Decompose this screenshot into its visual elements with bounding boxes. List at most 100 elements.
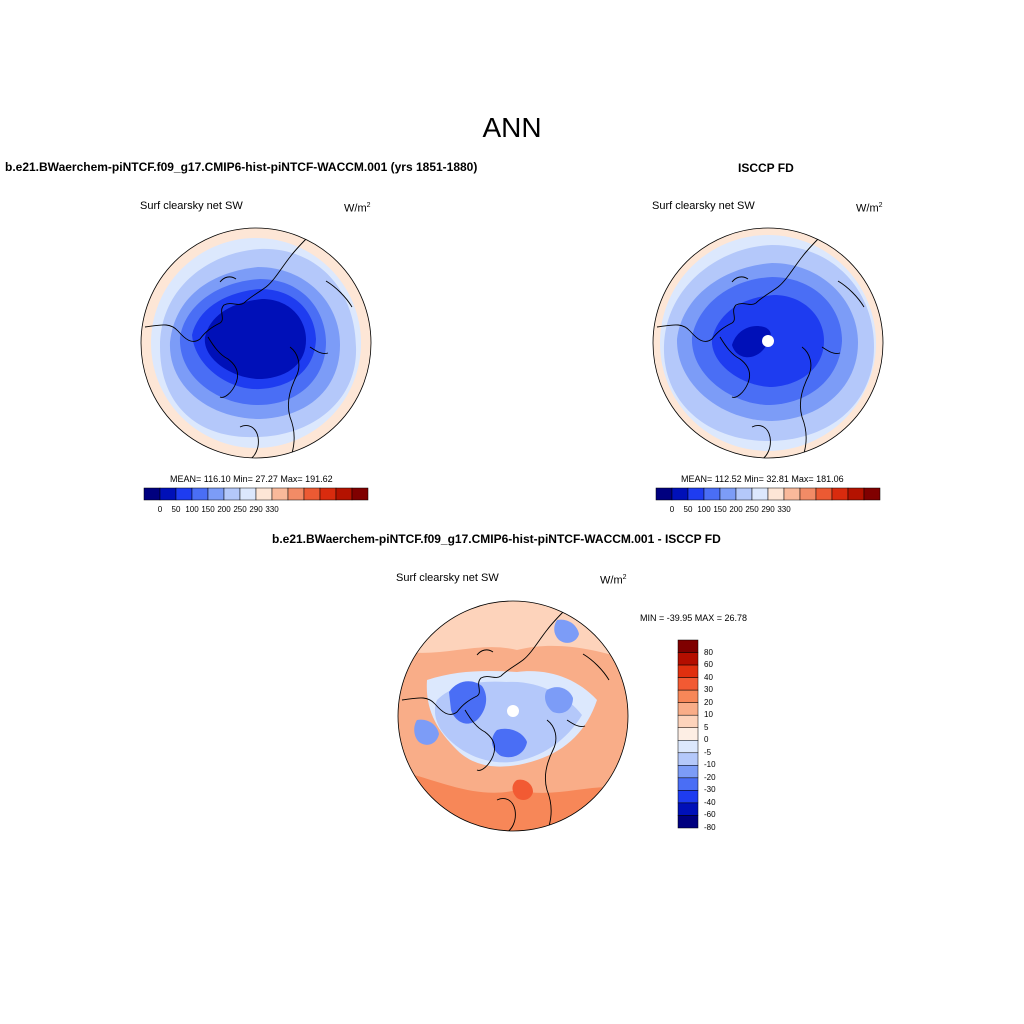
colorbar-tick-label: -20 [704, 772, 716, 782]
colorbar-swatch [351, 487, 369, 501]
coastlines [144, 234, 353, 458]
panel-units-obs: W/m2 [856, 202, 883, 215]
colorbar-tick-label: 200 [729, 505, 743, 514]
colorbar-tick-label: 30 [704, 685, 713, 695]
polar-map-model [140, 227, 372, 459]
colorbar-tick-label: 100 [697, 505, 711, 514]
colorbar-swatch [671, 487, 689, 501]
colorbar-ticks-obs: 0 50 100 150 200 250 290 330 [656, 505, 880, 517]
colorbar-tick-label: 50 [171, 505, 181, 514]
colorbar-swatch [223, 487, 241, 501]
colorbar-diff [677, 639, 699, 829]
colorbar-model [143, 487, 369, 501]
panel-subtitle-diff: Surf clearsky net SW [396, 572, 499, 584]
panel-title-diff: b.e21.BWaerchem-piNTCF.f09_g17.CMIP6-his… [272, 532, 721, 546]
map-boundary [397, 600, 629, 832]
colorbar-swatch [831, 487, 849, 501]
colorbar-swatch [677, 802, 699, 816]
map-boundary [652, 227, 884, 459]
colorbar-tick-label: -10 [704, 760, 716, 770]
colorbar-swatch [677, 752, 699, 766]
map-fill-blue-east [545, 687, 573, 714]
colorbar-tick-label: 330 [265, 505, 279, 514]
map-boundary [140, 227, 372, 459]
colorbar-swatch [677, 714, 699, 728]
colorbar-swatch [767, 487, 785, 501]
colorbar-swatch [677, 677, 699, 691]
colorbar-swatch [287, 487, 305, 501]
colorbar-tick-label: 330 [777, 505, 791, 514]
polar-map-diff [397, 600, 629, 832]
colorbar-swatch [143, 487, 161, 501]
colorbar-swatch [677, 689, 699, 703]
colorbar-tick-label: 250 [233, 505, 247, 514]
colorbar-swatch [863, 487, 881, 501]
colorbar-swatch [303, 487, 321, 501]
map-fill-blue-archipelago [449, 681, 487, 724]
coastlines [401, 607, 610, 831]
panel-title-model: b.e21.BWaerchem-piNTCF.f09_g17.CMIP6-his… [5, 160, 478, 174]
colorbar-tick-label: -5 [704, 747, 712, 757]
colorbar-tick-label: -80 [704, 823, 716, 832]
colorbar-swatch [159, 487, 177, 501]
colorbar-tick-label: 60 [704, 660, 713, 670]
colorbar-tick-label: 50 [683, 505, 693, 514]
colorbar-swatch [191, 487, 209, 501]
colorbar-tick-label: 250 [745, 505, 759, 514]
colorbar-swatch [677, 740, 699, 754]
panel-stats-model: MEAN= 116.10 Min= 27.27 Max= 191.62 [170, 474, 333, 484]
map-fill-darker-blue [204, 299, 306, 380]
panel-title-obs: ISCCP FD [738, 161, 794, 175]
colorbar-swatch [677, 727, 699, 741]
colorbar-tick-label: 150 [201, 505, 215, 514]
map-fill-blue-west [414, 719, 439, 745]
colorbar-swatch [677, 664, 699, 678]
colorbar-swatch [687, 487, 705, 501]
colorbar-swatch [175, 487, 193, 501]
colorbar-swatch [677, 652, 699, 666]
colorbar-swatch [677, 639, 699, 653]
panel-units-diff: W/m2 [600, 574, 627, 587]
colorbar-tick-label: 0 [669, 505, 675, 514]
map-fill-red-patch [512, 779, 533, 800]
map-missing-pole [507, 705, 519, 717]
colorbar-tick-label: 5 [704, 722, 709, 732]
colorbar-ticks-diff: 80 60 40 30 20 10 5 0 -5 -10 -20 -30 -40 -60 -80 [704, 640, 744, 832]
colorbar-swatch [677, 815, 699, 829]
map-fill-blue-siberia [492, 728, 527, 758]
colorbar-swatch [735, 487, 753, 501]
panel-subtitle-model: Surf clearsky net SW [140, 200, 243, 212]
colorbar-swatch [239, 487, 257, 501]
colorbar-swatch [815, 487, 833, 501]
colorbar-swatch [677, 790, 699, 804]
colorbar-swatch [319, 487, 337, 501]
panel-stats-diff: MIN = -39.95 MAX = 26.78 [640, 613, 748, 623]
colorbar-swatch [703, 487, 721, 501]
colorbar-tick-label: 100 [185, 505, 199, 514]
map-fill-darker-blue [732, 325, 771, 358]
colorbar-swatch [335, 487, 353, 501]
colorbar-swatch [847, 487, 865, 501]
colorbar-swatch [799, 487, 817, 501]
colorbar-swatch [655, 487, 673, 501]
panel-units-model: W/m2 [344, 202, 371, 215]
colorbar-tick-label: 150 [713, 505, 727, 514]
map-fill-blue-north [554, 619, 579, 643]
colorbar-tick-label: 0 [157, 505, 163, 514]
colorbar-tick-label: -60 [704, 810, 716, 820]
colorbar-tick-label: 290 [761, 505, 775, 514]
panel-stats-obs: MEAN= 112.52 Min= 32.81 Max= 181.06 [681, 474, 844, 484]
colorbar-tick-label: 10 [704, 710, 713, 720]
colorbar-obs [655, 487, 881, 501]
colorbar-tick-label: 290 [249, 505, 263, 514]
colorbar-swatch [677, 777, 699, 791]
colorbar-swatch [207, 487, 225, 501]
colorbar-swatch [751, 487, 769, 501]
colorbar-swatch [719, 487, 737, 501]
colorbar-tick-label: 200 [217, 505, 231, 514]
colorbar-swatch [271, 487, 289, 501]
colorbar-swatch [783, 487, 801, 501]
colorbar-swatch [677, 765, 699, 779]
colorbar-tick-label: 20 [704, 697, 713, 707]
polar-map-obs [652, 227, 884, 459]
